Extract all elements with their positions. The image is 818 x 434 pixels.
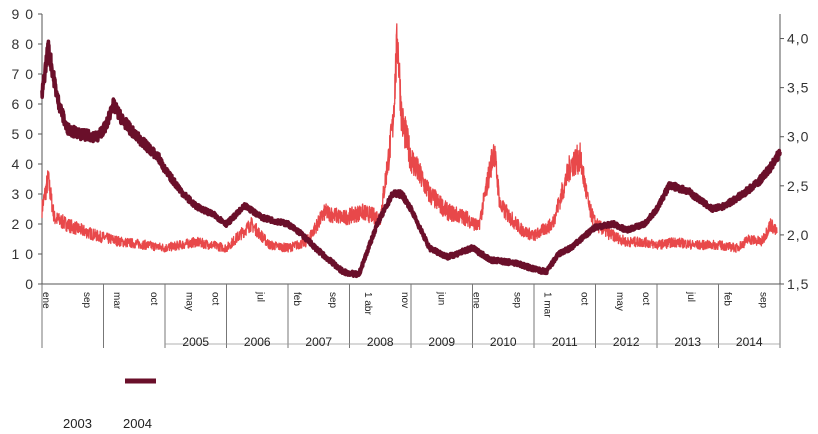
- left-tick-label: 8 0: [12, 36, 34, 52]
- year-label: 2011: [552, 335, 578, 349]
- series-line-2004: [40, 39, 782, 279]
- legend-label-2004: 2004: [123, 416, 152, 431]
- right-tick-label: 2,5: [787, 178, 809, 194]
- x-sub-label: oct: [640, 292, 651, 306]
- year-label: 2009: [428, 335, 455, 349]
- year-label: 2013: [674, 335, 701, 349]
- x-sub-label: ene: [471, 292, 482, 309]
- right-tick-label: 1,5: [787, 276, 809, 292]
- series-line-2003: [41, 23, 778, 253]
- left-tick-label: 1 0: [12, 246, 34, 262]
- x-sub-label: may: [614, 292, 625, 311]
- right-tick-label: 3,0: [787, 129, 809, 145]
- x-sub-label: sep: [327, 292, 338, 309]
- legend: 2003 2004: [63, 378, 156, 431]
- left-tick-label: 4 0: [12, 156, 34, 172]
- right-tick-label: 2,0: [787, 227, 809, 243]
- x-sub-label: jun: [436, 291, 447, 305]
- x-sub-label: jul: [685, 291, 696, 302]
- series-lines: [40, 23, 782, 279]
- left-tick-label: 5 0: [12, 126, 34, 142]
- x-sub-label: oct: [148, 292, 159, 306]
- year-label: 2006: [244, 335, 271, 349]
- x-sub-label: feb: [722, 292, 733, 306]
- legend-label-2003: 2003: [63, 416, 92, 431]
- x-sub-label: 1 mar: [541, 292, 552, 318]
- left-tick-label: 0: [25, 276, 34, 292]
- left-tick-label: 6 0: [12, 96, 34, 112]
- left-tick-label: 7 0: [12, 66, 34, 82]
- x-sub-label: sep: [757, 292, 768, 309]
- x-sub-label: sep: [511, 292, 522, 309]
- year-label: 2012: [613, 335, 640, 349]
- right-tick-label: 3,5: [787, 80, 809, 96]
- left-tick-label: 3 0: [12, 186, 34, 202]
- x-sub-label: ene: [40, 292, 51, 309]
- year-label: 2005: [182, 335, 209, 349]
- left-tick-label: 9 0: [12, 6, 34, 22]
- year-label: 2008: [367, 335, 394, 349]
- x-sub-label: nov: [399, 292, 410, 308]
- left-tick-label: 2 0: [12, 216, 34, 232]
- x-axis: ene sep mar oct may oct jul feb sep 1 abr nov jun en…: [40, 284, 781, 349]
- x-sub-label: may: [184, 292, 195, 311]
- year-label: 2014: [736, 335, 763, 349]
- year-label: 2007: [305, 335, 332, 349]
- x-sub-label: jul: [254, 291, 265, 302]
- x-sub-label: 1 abr: [362, 292, 373, 315]
- x-sub-label: feb: [291, 292, 302, 306]
- x-sub-label: oct: [209, 292, 220, 306]
- x-sub-label: mar: [111, 292, 122, 310]
- x-sub-label: oct: [578, 292, 589, 306]
- axes: 0 1 0 2 0 3 0 4 0 5 0 6 0 7 0 8 0 9 0 1,5 2,0 2,5 3,0…: [12, 6, 809, 292]
- right-tick-label: 4,0: [787, 31, 809, 47]
- x-sub-label: sep: [81, 292, 92, 309]
- year-label: 2010: [490, 335, 517, 349]
